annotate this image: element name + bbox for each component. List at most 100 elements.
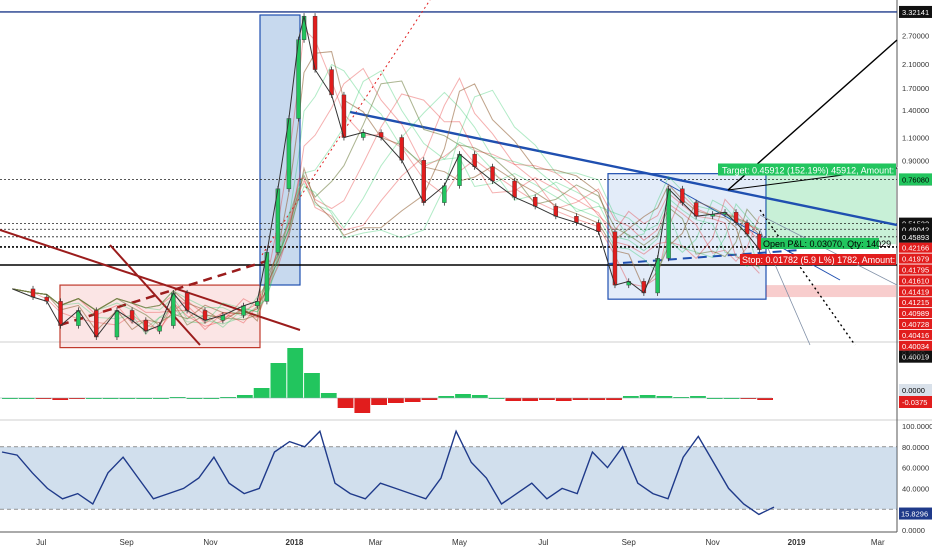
price-axis-label: 2.70000 <box>902 31 929 40</box>
pnl-label-bg <box>761 238 879 249</box>
rsi-axis-label: 100.0000 <box>902 422 932 431</box>
price-axis-label: 0.49042 <box>902 225 929 234</box>
macd-bar <box>371 398 387 405</box>
price-tag <box>899 230 932 243</box>
macd-bar <box>52 398 69 400</box>
ma-ribbon-line <box>12 93 760 331</box>
macd-axis-label: -0.0375 <box>902 398 927 407</box>
rsi-axis-label: 80.0000 <box>902 443 929 452</box>
price-axis-label: 0.41610 <box>902 276 929 285</box>
rsi-band <box>0 446 897 510</box>
macd-bar <box>404 398 421 402</box>
macd-bar <box>354 398 371 413</box>
macd-bar <box>723 398 740 399</box>
time-axis-label: Jul <box>538 538 548 547</box>
macd-bar <box>438 396 455 398</box>
price-tag <box>899 242 932 253</box>
candle-body <box>184 292 190 311</box>
candle-body <box>574 216 579 223</box>
price-axis-label: 0.45893 <box>902 233 929 242</box>
macd-bar <box>488 398 505 399</box>
stop-zone <box>766 285 896 298</box>
ma-ribbon-line <box>12 80 760 327</box>
channel-line-thin <box>759 229 811 346</box>
candle-body <box>301 15 307 40</box>
ma-ribbon-line <box>12 77 760 324</box>
macd-bar <box>220 397 236 398</box>
macd-bar <box>287 348 304 398</box>
time-axis-label: Nov <box>203 538 217 547</box>
macd-bar <box>706 398 723 399</box>
candle-body <box>114 310 120 338</box>
candle-body <box>490 166 495 182</box>
candle-body <box>30 288 36 298</box>
pnl-label: Open P&L: 0.03070, Qty: 14029 <box>763 239 891 249</box>
time-axis-label: 2018 <box>286 538 304 547</box>
macd-axis-label: 0.5000 <box>902 349 925 358</box>
rsi-axis-label: 15.8296 <box>901 510 928 519</box>
price-axis-label: 0.41215 <box>902 298 929 307</box>
price-tag <box>899 340 932 351</box>
price-axis-label: 0.41795 <box>902 265 929 274</box>
stop-label: Stop: 0.01782 (5.9 L%) 1782, Amount: 750 <box>742 255 913 265</box>
candle-body <box>421 160 426 203</box>
macd-bar <box>85 398 102 399</box>
time-axis-label: Mar <box>871 538 885 547</box>
macd-bar <box>2 398 18 399</box>
time-axis-label: Sep <box>622 538 637 547</box>
macd-bar <box>337 398 354 408</box>
price-tag <box>899 384 932 396</box>
macd-bar <box>320 393 337 398</box>
macd-bar <box>388 398 404 403</box>
candle-body <box>442 185 447 203</box>
price-tag <box>899 297 932 308</box>
macd-bar <box>136 398 153 399</box>
price-tag <box>899 264 932 275</box>
price-axis-label: 0.41419 <box>902 287 929 296</box>
price-tag <box>899 308 932 319</box>
macd-axis-label: 0.0000 <box>902 386 925 395</box>
price-tag <box>899 5 932 18</box>
price-axis-label: 0.41979 <box>902 255 929 264</box>
price-tag <box>899 275 932 286</box>
price-tag <box>899 507 932 520</box>
macd-bar <box>102 398 119 399</box>
time-axis-label: 2019 <box>788 538 806 547</box>
candle-body <box>171 292 176 326</box>
candle-body <box>241 305 246 316</box>
candle-body <box>329 69 334 96</box>
macd-bar <box>304 373 320 398</box>
macd-bar <box>606 398 622 400</box>
rsi-line <box>1 429 775 516</box>
price-tag <box>899 253 932 264</box>
ma-ribbon-line <box>12 83 760 322</box>
macd-bar <box>270 363 287 398</box>
time-axis-label: Mar <box>369 538 383 547</box>
macd-bar <box>421 398 438 400</box>
candle-body <box>457 153 462 186</box>
macd-bar <box>18 398 35 399</box>
macd-bar <box>690 396 706 398</box>
ma-ribbon-line <box>12 83 760 322</box>
rsi-axis-label: 60.0000 <box>902 464 929 473</box>
macd-bar <box>186 398 203 399</box>
price-axis-label: 2.10000 <box>902 60 929 69</box>
price-axis-label: 0.40728 <box>902 320 929 329</box>
macd-bar <box>455 394 471 398</box>
down-trendline <box>109 244 201 346</box>
candle-body <box>94 310 99 338</box>
macd-bar <box>236 395 253 398</box>
candle-body <box>532 197 538 207</box>
time-axis-label: May <box>452 538 467 547</box>
ma-ribbon-line <box>12 80 760 327</box>
price-tag <box>899 396 932 408</box>
price-tag <box>899 318 932 329</box>
macd-bar <box>589 398 606 400</box>
macd-bar <box>539 398 555 400</box>
macd-bar <box>471 395 488 398</box>
target-zone <box>766 173 896 245</box>
time-axis-label: Nov <box>706 538 720 547</box>
rsi-axis-label: 40.0000 <box>902 484 929 493</box>
macd-bar <box>522 398 539 401</box>
